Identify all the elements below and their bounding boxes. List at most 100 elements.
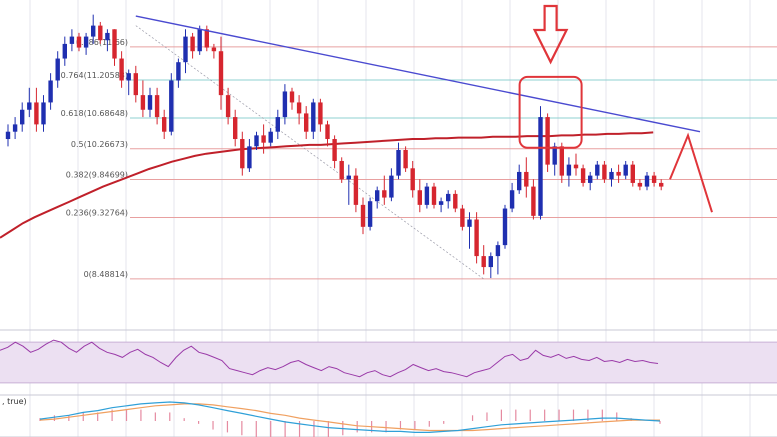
fib-level-label: 0(8.48814) <box>84 270 128 279</box>
candle-body <box>353 175 359 205</box>
candle-body <box>183 36 188 63</box>
candle-body <box>275 117 280 132</box>
candle-body <box>268 131 273 143</box>
candle-body <box>644 175 650 187</box>
fib-level-label: 0.5(10.26673) <box>71 140 128 149</box>
candle-body <box>467 219 472 227</box>
rsi-panel <box>0 339 777 384</box>
candle-body <box>602 164 607 180</box>
candle-body <box>552 146 557 165</box>
candle-body <box>495 245 501 257</box>
candle-body <box>27 102 32 110</box>
candle-body <box>126 73 131 81</box>
candle-body <box>289 91 295 103</box>
candle-body <box>204 29 209 48</box>
candle-body <box>218 51 224 96</box>
candle-body <box>588 175 593 183</box>
candle-body <box>91 25 96 37</box>
candle-body <box>304 113 309 132</box>
candle-body <box>34 102 39 125</box>
candle-body <box>509 190 515 209</box>
candle-body <box>545 117 550 165</box>
candle-body <box>261 135 266 143</box>
annotations <box>135 4 713 213</box>
candle-body <box>62 43 67 59</box>
candle-body <box>332 139 337 161</box>
candle-body <box>119 58 124 81</box>
candle-body <box>211 47 217 52</box>
candle-body <box>396 150 401 176</box>
bearish-trendline <box>135 15 701 133</box>
candle-body <box>453 193 458 209</box>
candle-body <box>140 95 146 110</box>
candle-body <box>12 124 18 132</box>
candle-body <box>5 131 11 140</box>
candle-body <box>659 182 664 187</box>
candle-body <box>76 36 82 48</box>
candle-body <box>325 124 330 140</box>
candle-body <box>375 190 380 202</box>
candlesticks <box>5 14 664 279</box>
candle-body <box>580 168 586 183</box>
moving-average <box>0 131 654 239</box>
candle-body <box>55 58 60 81</box>
candle-body <box>346 175 351 180</box>
macd-panel <box>39 401 661 437</box>
macd-signal-line <box>39 403 660 432</box>
candle-body <box>623 164 628 176</box>
rsi-line <box>0 339 659 378</box>
candle-body <box>20 109 25 125</box>
fib-level-label: 0.382(9.84699) <box>66 170 128 179</box>
candle-body <box>367 201 373 227</box>
fibonacci-levels: 0.886(11.66) 0.764(11.20583) 0.618(10.6864… <box>61 25 777 280</box>
candle-body <box>98 25 103 41</box>
candle-body <box>105 32 110 41</box>
macd-line <box>39 401 661 433</box>
candle-body <box>524 171 529 187</box>
candle-body <box>595 164 600 176</box>
candle-body <box>133 73 138 96</box>
candle-body <box>112 29 117 59</box>
ma-line <box>0 131 654 239</box>
candle-body <box>190 36 195 52</box>
candle-body <box>651 175 657 183</box>
candle-body <box>410 168 415 191</box>
candle-body <box>559 146 564 176</box>
candle-body <box>169 80 174 132</box>
candle-body <box>318 102 323 125</box>
candle-body <box>573 164 579 169</box>
fib-level-label: 0.236(9.32764) <box>66 208 128 217</box>
candle-body <box>424 186 430 205</box>
projection-path <box>669 132 713 213</box>
candle-body <box>197 29 202 52</box>
fib-level-label: 0.764(11.20583) <box>61 71 128 80</box>
candle-body <box>566 164 572 176</box>
candle-body <box>296 102 302 114</box>
candle-body <box>162 117 167 132</box>
candle-body <box>609 171 614 180</box>
candle-body <box>360 204 366 227</box>
candle-body <box>446 193 451 202</box>
candle-body <box>83 36 89 48</box>
candle-body <box>389 175 394 198</box>
indicator-label: , true) <box>2 397 27 406</box>
candle-body <box>41 102 46 125</box>
candle-body <box>225 95 231 118</box>
candle-body <box>517 171 522 191</box>
candle-body <box>403 150 408 169</box>
candle-body <box>431 186 437 205</box>
candle-body <box>538 117 543 216</box>
candle-body <box>311 102 316 132</box>
candle-body <box>616 171 621 176</box>
candle-body <box>48 80 53 103</box>
candle-body <box>154 95 160 118</box>
candle-body <box>417 190 422 205</box>
candle-body <box>481 256 486 268</box>
candle-body <box>630 164 635 183</box>
candle-body <box>339 160 344 180</box>
highlight-box <box>518 75 583 149</box>
candle-body <box>438 201 444 205</box>
candle-body <box>240 139 245 169</box>
candle-body <box>233 117 238 140</box>
candle-body <box>502 208 508 246</box>
